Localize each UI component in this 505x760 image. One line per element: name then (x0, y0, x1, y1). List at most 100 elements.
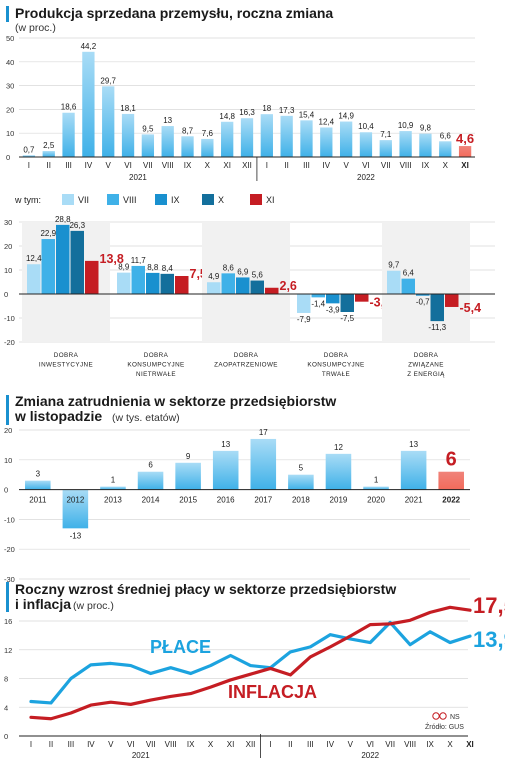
bar (175, 462, 201, 490)
value-label: 16,3 (239, 108, 255, 117)
value-label: 13 (409, 440, 418, 449)
value-label: -3,9 (326, 305, 340, 314)
y-tick-label: 50 (6, 34, 14, 43)
value-label: 28,8 (55, 215, 71, 224)
value-label: 13 (221, 440, 230, 449)
y-tick-label: 20 (4, 426, 12, 435)
value-label: 8,8 (147, 263, 159, 272)
value-label: 14,9 (338, 112, 354, 121)
bar (240, 118, 254, 157)
industry-bar-chart: 010203040500,7I2,5II18,6III44,2IV29,7V18… (6, 34, 475, 182)
title-accent-1 (6, 6, 9, 22)
y-tick-label: 0 (4, 486, 8, 495)
x-tick-label: IV (85, 161, 93, 170)
employment-subtitle: (w tys. etatów) (112, 412, 180, 424)
bar (363, 486, 389, 490)
x-tick-label: II (288, 740, 292, 749)
bar (56, 224, 70, 294)
bar (260, 114, 273, 157)
bar (102, 86, 115, 157)
legend-label: X (218, 195, 224, 205)
x-tick-label: IV (327, 740, 335, 749)
y-tick-label: 10 (4, 266, 12, 275)
x-tick-label: III (65, 161, 72, 170)
value-label: 5 (299, 464, 304, 473)
bar (62, 489, 89, 529)
year-label: 2021 (129, 173, 147, 182)
x-tick-label: I (266, 161, 268, 170)
value-label: 9,7 (388, 261, 400, 270)
value-label: 4,6 (456, 131, 474, 146)
x-tick-label: V (108, 740, 114, 749)
value-label: 8,4 (162, 264, 174, 273)
category-label: KONSUMPCYJNE (307, 362, 364, 369)
x-tick-label: 2011 (29, 496, 47, 505)
value-label: 18,1 (120, 104, 136, 113)
x-tick-label: IX (187, 740, 195, 749)
bar (117, 272, 131, 294)
y-tick-label: 0 (6, 153, 10, 162)
value-label: 9,5 (142, 124, 154, 133)
bar (288, 474, 314, 490)
value-label: 6,4 (403, 269, 415, 278)
x-tick-label: 2017 (254, 496, 272, 505)
value-label: 6 (446, 449, 457, 471)
value-label: 7,6 (202, 129, 214, 138)
value-label: 6 (148, 461, 153, 470)
x-tick-label: 2018 (292, 496, 310, 505)
bar (236, 277, 250, 294)
legend-label: IX (171, 195, 180, 205)
value-label: 2,6 (280, 279, 297, 293)
x-tick-label: VI (362, 161, 370, 170)
legend-swatch (202, 194, 214, 205)
y-tick-label: 20 (4, 242, 12, 251)
value-label: 15,4 (299, 110, 315, 119)
bar (161, 126, 174, 157)
bar (419, 133, 432, 157)
end-value-label: 17,5 (473, 593, 505, 618)
x-tick-label: V (348, 740, 354, 749)
bar (326, 294, 340, 304)
end-value-label: 13,9 (473, 627, 505, 652)
bar (438, 471, 464, 490)
x-tick-label: 2019 (330, 496, 348, 505)
bar (445, 294, 459, 307)
x-tick-label: IX (184, 161, 192, 170)
value-label: 1 (111, 476, 116, 485)
bar (379, 140, 392, 157)
x-tick-label: XI (227, 740, 235, 749)
category-label: DOBRA (234, 352, 259, 359)
wages-title-line1: Roczny wzrost średniej płacy w sektorze … (15, 581, 396, 597)
employment-title-line2: w listopadzie (14, 408, 102, 424)
bar (401, 278, 415, 294)
x-tick-label: XII (246, 740, 256, 749)
bar (221, 121, 234, 157)
bar (430, 294, 444, 322)
credit-text: NS (450, 714, 460, 721)
x-tick-label: 2020 (367, 496, 385, 505)
x-tick-label: 2021 (405, 496, 423, 505)
x-tick-label: 2014 (142, 496, 160, 505)
bar (297, 294, 311, 313)
value-label: 14,8 (219, 112, 235, 121)
x-tick-label: 2013 (104, 496, 122, 505)
bar (339, 121, 353, 157)
x-tick-label: V (343, 161, 349, 170)
x-tick-label: 2012 (66, 496, 84, 505)
value-label: -0,7 (416, 298, 430, 307)
value-label: 4,9 (208, 272, 220, 281)
title-accent-3 (6, 395, 9, 425)
x-tick-label: VIII (165, 740, 177, 749)
bar (41, 239, 55, 294)
year-label: 2021 (132, 751, 150, 760)
value-label: 8,9 (118, 263, 130, 272)
value-label: 13,8 (100, 252, 124, 266)
legend-label: VII (78, 195, 89, 205)
category-label: ZAOPATRZENIOWE (214, 362, 278, 369)
y-tick-label: 30 (4, 218, 12, 227)
wages-title-line2: i inflacja (15, 596, 71, 612)
y-tick-label: -30 (4, 575, 15, 584)
bar (25, 480, 51, 490)
bar (399, 131, 412, 157)
category-label: Z ENERGIĄ (407, 371, 445, 378)
